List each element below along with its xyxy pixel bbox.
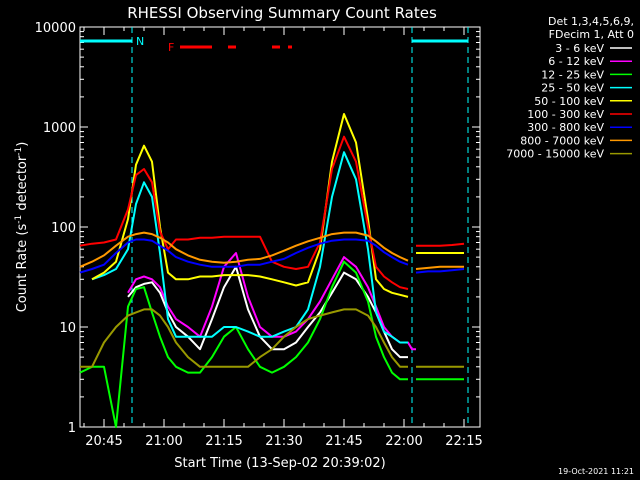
legend-label: 50 - 100 keV [534,95,604,108]
legend-label: 6 - 12 keV [548,55,604,68]
chart-title: RHESSI Observing Summary Count Rates [127,4,437,22]
series-line-5 [79,135,465,290]
y-tick-label: 1000 [43,121,76,136]
series-line-7 [79,231,464,270]
y-axis-label-sup1: -1 [14,215,24,224]
legend-label: 800 - 7000 keV [520,134,604,147]
y-tick-labels: 1 10 100 1000 10000 [35,21,76,436]
flare-flag-label: F [168,41,174,54]
x-tick-label: 22:00 [385,434,422,449]
legend-label: 25 - 50 keV [541,82,604,95]
legend-label: 7000 - 15000 keV [506,148,604,161]
y-axis-label-part1: Count Rate (s [15,224,30,313]
legend-label: 100 - 300 keV [527,108,604,121]
x-tick-label: 21:30 [265,434,302,449]
y-tick-label: 10000 [35,21,76,36]
series-line-4 [91,113,464,298]
series-line-8 [80,308,464,368]
timestamp: 19-Oct-2021 11:21 [558,467,634,476]
night-flag-label: N [136,35,144,48]
y-tick-label: 1 [68,421,76,436]
y-axis-label-part3: ) [15,142,30,147]
x-tick-labels: 20:45 21:00 21:15 21:30 21:45 22:00 22:15 [85,434,482,449]
x-tick-label: 21:15 [205,434,242,449]
legend: Det 1,3,4,5,6,9, FDecim 1, Att 0 3 - 6 k… [506,15,634,161]
legend-label: 3 - 6 keV [555,42,604,55]
legend-label: 12 - 25 keV [541,68,604,81]
series-line-3 [91,151,408,344]
x-tick-label: 20:45 [85,434,122,449]
series-group [79,113,465,428]
x-tick-label: 21:45 [325,434,362,449]
series-line-0 [127,265,408,359]
y-tick-label: 10 [59,321,76,336]
legend-header-2: FDecim 1, Att 0 [549,28,634,41]
x-axis-label: Start Time (13-Sep-02 20:39:02) [174,456,385,471]
series-line-2 [79,260,464,428]
y-axis-label: Count Rate (s-1 detector-1) [14,142,30,313]
x-tick-label: 21:00 [145,434,182,449]
x-tick-label: 22:15 [445,434,482,449]
y-axis-label-part2: detector [15,155,30,215]
series-line-6 [79,238,465,274]
y-tick-label: 100 [51,221,76,236]
y-axis-label-sup2: -1 [14,147,24,156]
legend-header-1: Det 1,3,4,5,6,9, [548,15,634,28]
legend-label: 300 - 800 keV [527,121,604,134]
